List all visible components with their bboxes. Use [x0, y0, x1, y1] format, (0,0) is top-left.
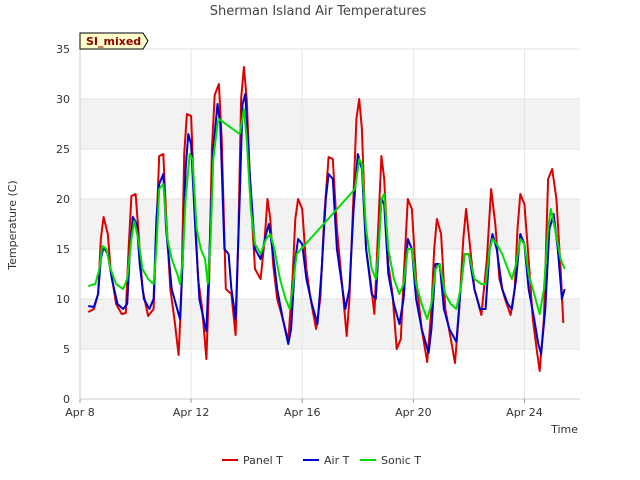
dataset-badge: SI_mixed — [79, 32, 149, 50]
x-tick-label: Apr 24 — [506, 406, 543, 419]
y-tick-label: 10 — [56, 293, 70, 306]
x-tick-label: Apr 8 — [65, 406, 95, 419]
series-layer — [87, 66, 566, 372]
y-axis-ticks: 0 5 10 15 20 25 30 35 — [56, 43, 70, 406]
badge-shape — [79, 32, 149, 50]
legend-label-sonic-t: Sonic T — [381, 454, 421, 467]
y-tick-label: 30 — [56, 93, 70, 106]
y-tick-label: 15 — [56, 243, 70, 256]
series-line-sonic-t — [88, 108, 566, 320]
y-tick-label: 25 — [56, 143, 70, 156]
x-tick-label: Apr 12 — [173, 406, 210, 419]
y-tick-label: 0 — [63, 393, 70, 406]
y-axis-title: Temperature (C) — [6, 180, 19, 270]
x-axis-title: Time — [550, 423, 578, 436]
legend-label-panel-t: Panel T — [243, 454, 283, 467]
y-tick-label: 35 — [56, 43, 70, 56]
y-tick-label: 20 — [56, 193, 70, 206]
grid-band — [80, 99, 580, 149]
chart-title: Sherman Island Air Temperatures — [210, 4, 427, 19]
x-tick-label: Apr 16 — [284, 406, 321, 419]
legend: Panel T Air T Sonic T — [222, 454, 421, 467]
grid-band — [80, 299, 580, 349]
y-tick-label: 5 — [63, 343, 70, 356]
badge-label: SI_mixed — [86, 35, 141, 48]
plot-background — [80, 49, 580, 399]
x-axis-ticks: Apr 8 Apr 12 Apr 16 Apr 20 Apr 24 — [65, 399, 543, 419]
x-tick-label: Apr 20 — [395, 406, 432, 419]
legend-label-air-t: Air T — [324, 454, 350, 467]
